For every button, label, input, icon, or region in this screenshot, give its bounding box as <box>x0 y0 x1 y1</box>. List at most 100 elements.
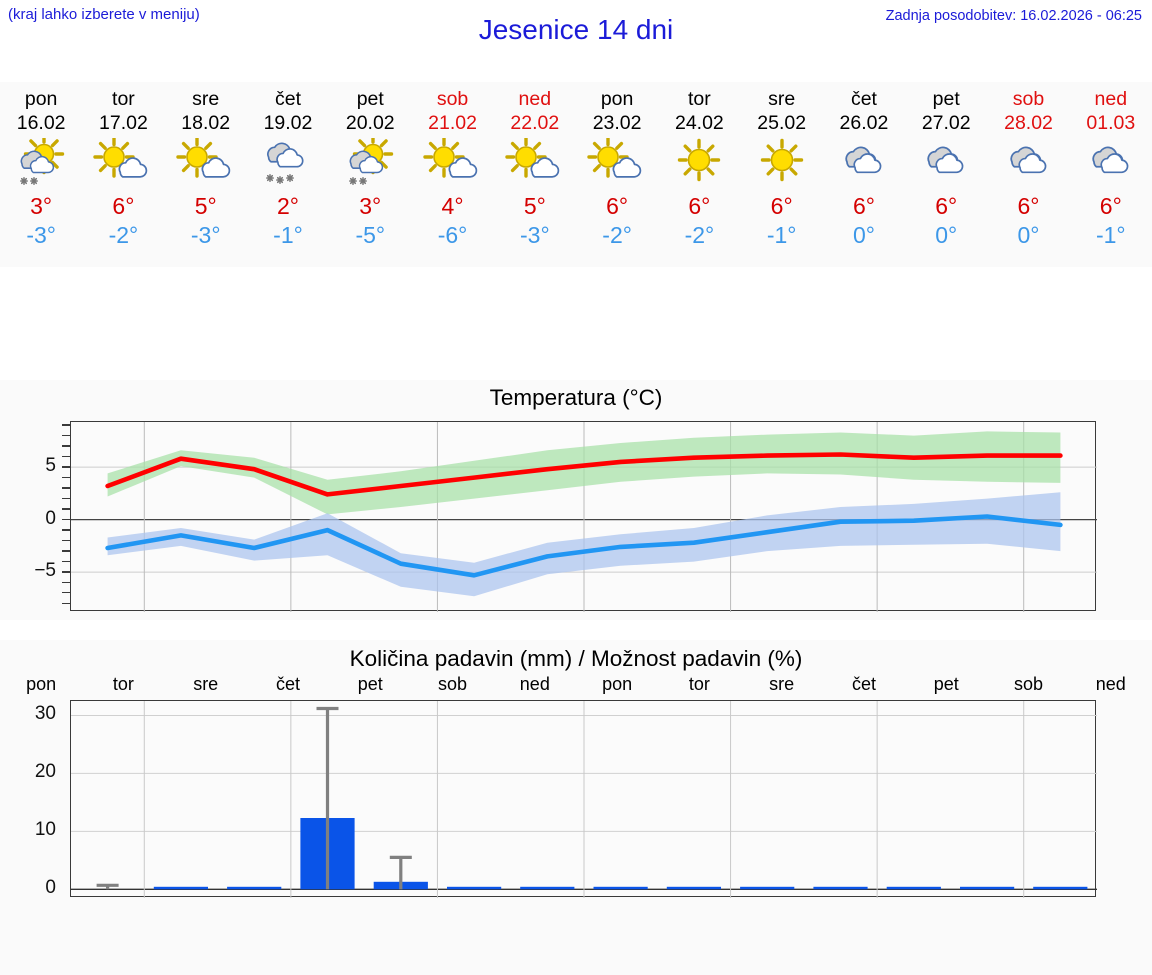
weather-cloud-snow-icon <box>257 138 319 186</box>
precipitation-day-label: sob <box>1014 674 1044 694</box>
day-date: 23.02 <box>592 112 642 134</box>
temp-min: 0° <box>935 222 958 248</box>
temp-min: -1° <box>766 222 797 248</box>
temp-min: -1° <box>1095 222 1126 248</box>
temp-max: 6° <box>935 193 958 219</box>
temp-max: 6° <box>606 193 629 219</box>
temp-min: -3° <box>520 222 550 248</box>
precipitation-day-label: ned <box>1095 674 1126 694</box>
temp-min: -2° <box>602 222 632 248</box>
day-name: pon <box>600 88 634 110</box>
day-date: 21.02 <box>428 112 477 134</box>
day-date: 20.02 <box>345 112 395 134</box>
precipitation-day-labels: pon tor sre čet pet sob ned pon tor sre čet pet sob n… <box>0 674 1152 698</box>
page-title: Jesenice 14 dni <box>478 14 674 45</box>
day-column[interactable]: pon 23.02 6° -2° <box>576 82 658 267</box>
axis-tick <box>62 550 70 552</box>
precipitation-day-label: tor <box>112 674 134 694</box>
day-column[interactable]: pet 20.02 3° -5° <box>329 82 411 267</box>
day-column[interactable]: sob 28.02 6° 0° <box>987 82 1069 267</box>
day-column[interactable]: sre 18.02 5° -3° <box>165 82 247 267</box>
weather-sun-cloud-icon <box>92 138 154 186</box>
temperature-y-tick-label: −5 <box>34 560 56 582</box>
day-column[interactable]: tor 17.02 6° -2° <box>82 82 164 267</box>
temp-min: 0° <box>1017 222 1040 248</box>
temp-max: 6° <box>852 193 875 219</box>
temp-max: 5° <box>194 193 217 219</box>
temp-max: 4° <box>441 193 464 219</box>
precipitation-day-label: ned <box>519 674 550 694</box>
axis-tick <box>62 518 70 520</box>
axis-tick <box>62 508 70 510</box>
day-column[interactable]: tor 24.02 6° -2° <box>658 82 740 267</box>
day-date: 17.02 <box>99 112 148 134</box>
day-name: pon <box>24 88 58 110</box>
day-name: tor <box>112 88 135 110</box>
precipitation-day-label: pon <box>26 674 57 694</box>
weather-sun-cloud-snow-icon <box>10 138 72 186</box>
axis-tick <box>62 434 70 437</box>
temp-max: 6° <box>688 193 711 219</box>
day-column[interactable]: sob 21.02 4° -6° <box>411 82 493 267</box>
weather-cloud-icon <box>998 138 1060 186</box>
temp-min: -1° <box>273 222 303 248</box>
weather-cloud-icon <box>833 138 895 186</box>
day-date: 26.02 <box>839 112 889 134</box>
axis-tick <box>62 455 70 458</box>
day-date: 24.02 <box>674 112 724 134</box>
day-date: 28.02 <box>1004 112 1053 134</box>
day-column[interactable]: čet 26.02 6° 0° <box>823 82 905 267</box>
day-date: 18.02 <box>181 112 231 134</box>
temp-min: -3° <box>26 222 56 248</box>
day-name: sob <box>436 88 469 110</box>
day-name: sre <box>192 88 220 110</box>
axis-tick <box>62 602 70 604</box>
weather-sun-cloud-snow-icon <box>339 138 401 186</box>
axis-tick <box>62 497 70 500</box>
day-column[interactable]: pon 16.02 3° -3° <box>0 82 82 267</box>
day-column[interactable]: ned 01.03 6° -1° <box>1070 82 1152 267</box>
axis-tick <box>62 487 70 489</box>
day-date: 01.03 <box>1086 112 1136 134</box>
last-updated-text: Zadnja posodobitev: 16.02.2026 - 06:25 <box>885 8 1142 24</box>
weather-sun-cloud-icon <box>422 138 484 186</box>
day-name: sob <box>1012 88 1045 110</box>
precipitation-day-label: sre <box>769 674 795 694</box>
day-column[interactable]: pet 27.02 6° 0° <box>905 82 987 267</box>
precipitation-day-label: čet <box>851 674 876 694</box>
axis-tick <box>62 539 70 541</box>
axis-tick <box>62 445 70 447</box>
day-column[interactable]: čet 19.02 2° -1° <box>247 82 329 267</box>
precipitation-y-axis: 0 10 20 30 <box>0 700 64 899</box>
weather-sun-cloud-icon <box>175 138 237 186</box>
page-header: (kraj lahko izberete v meniju) Jesenice … <box>0 0 1152 80</box>
weather-cloud-icon <box>1080 138 1142 186</box>
weather-cloud-icon <box>915 138 977 186</box>
precipitation-plot-area <box>70 700 1097 898</box>
precipitation-y-tick-label: 10 <box>34 819 56 841</box>
day-date: 27.02 <box>921 112 971 134</box>
temperature-y-tick-label: 0 <box>45 507 56 529</box>
day-name: ned <box>1094 88 1128 110</box>
day-column[interactable]: ned 22.02 5° -3° <box>494 82 576 267</box>
temp-max: 6° <box>1017 193 1040 219</box>
temp-max: 3° <box>359 193 382 219</box>
precipitation-y-tick-label: 0 <box>45 877 56 899</box>
axis-tick <box>62 592 70 594</box>
axis-tick <box>62 476 70 479</box>
temp-min: -2° <box>684 222 715 248</box>
axis-tick <box>62 581 70 583</box>
day-name: čet <box>850 88 877 110</box>
axis-tick <box>62 466 70 468</box>
weather-sun-icon <box>751 138 813 186</box>
precipitation-chart-block: Količina padavin (mm) / Možnost padavin … <box>0 640 1152 975</box>
temp-max: 6° <box>112 193 135 219</box>
precipitation-day-label: pet <box>933 674 959 694</box>
precipitation-day-label: pon <box>602 674 633 694</box>
temp-max: 3° <box>30 193 53 219</box>
temperature-chart-block: Temperatura (°C) −505 © vreme.us & vreme… <box>0 380 1152 864</box>
weather-sun-cloud-icon <box>586 138 648 186</box>
day-column[interactable]: sre 25.02 6° -1° <box>741 82 823 267</box>
precipitation-day-label: sob <box>438 674 468 694</box>
